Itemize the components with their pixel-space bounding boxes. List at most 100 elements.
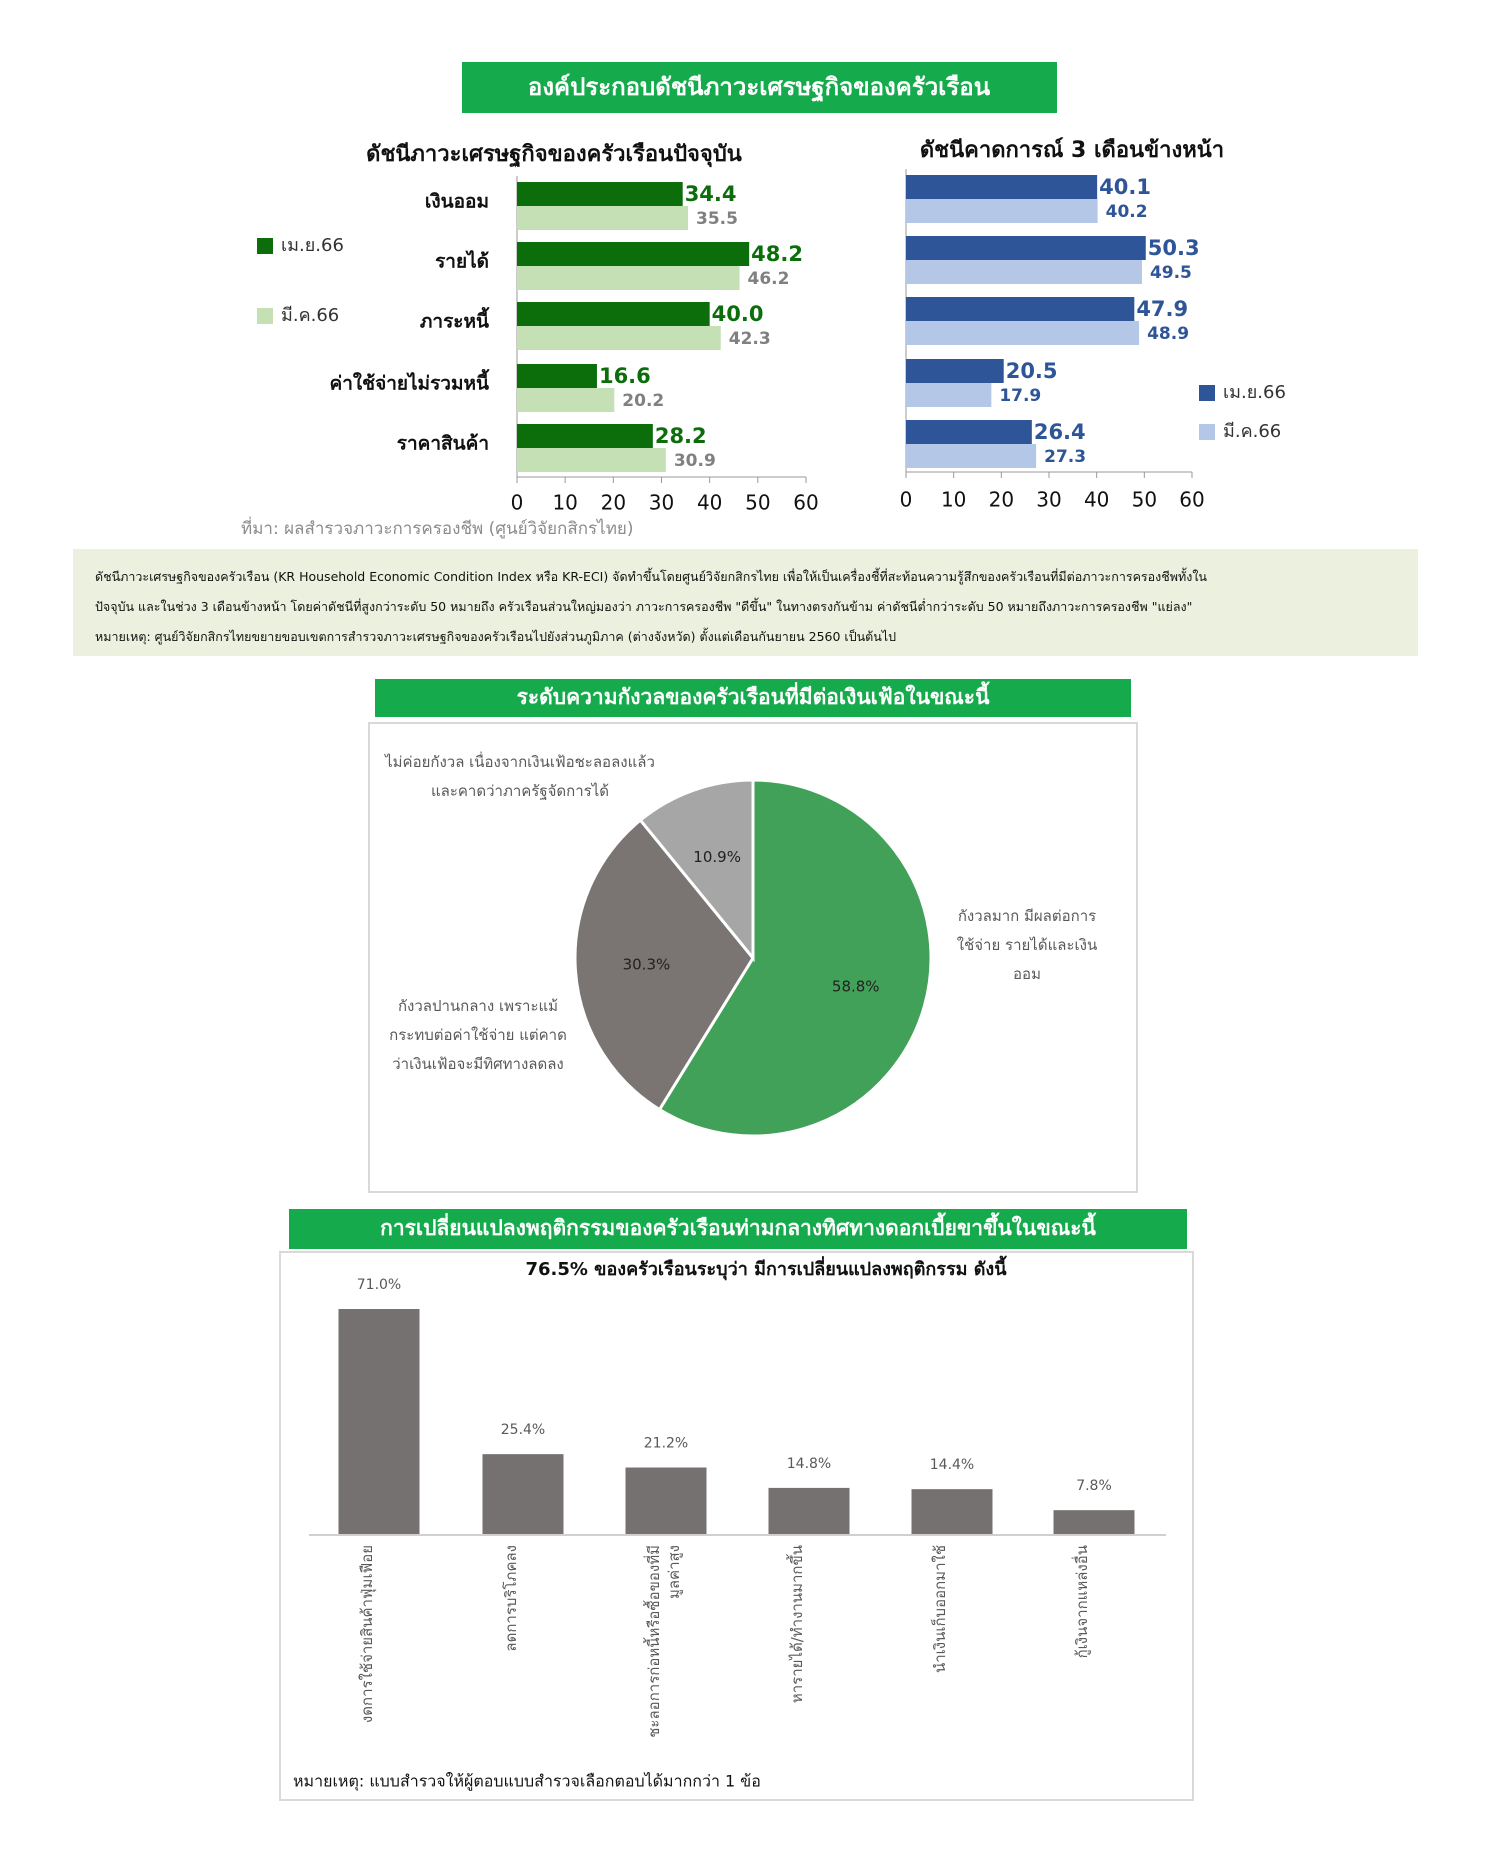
legend-label: เม.ย.66 [1223, 382, 1286, 403]
bar [625, 1467, 707, 1535]
bar [517, 388, 615, 412]
chart-title: ระดับความกังวลของครัวเรือนที่มีต่อเงินเฟ… [517, 681, 991, 709]
value-label: 26.4 [1034, 420, 1086, 444]
x-tick-label: 50 [745, 491, 770, 515]
category-label: ราคาสินค้า [397, 433, 489, 455]
bar [906, 297, 1135, 321]
bar [911, 1489, 993, 1535]
value-label: 40.0 [712, 302, 764, 326]
banner [289, 1209, 1187, 1249]
pie-slice [638, 778, 755, 963]
category-label: ไม่ค่อยกังวล เนื่องจากเงินเฟ้อชะลอลงแล้ว… [385, 753, 655, 800]
value-label: 48.9 [1147, 324, 1189, 344]
chart-title: ดัชนีคาดการณ์ 3 เดือนข้างหน้า [920, 137, 1224, 163]
bar [517, 364, 597, 388]
note-line: ดัชนีภาวะเศรษฐกิจของครัวเรือน (KR Househ… [95, 569, 1207, 584]
value-label: 71.0% [357, 1277, 401, 1293]
category-label: ภาระหนี้ [420, 307, 490, 333]
header-banner [462, 62, 1057, 113]
pie-slice [657, 778, 933, 1138]
x-tick-label: 0 [900, 488, 913, 512]
value-label: 21.2% [644, 1436, 688, 1452]
x-tick-label: 50 [1132, 488, 1157, 512]
category-label: กังวลปานกลาง เพราะแม้กระทบต่อค่าใช้จ่าย … [389, 997, 567, 1073]
value-label: 28.2 [655, 424, 707, 448]
value-label: 16.6 [599, 364, 651, 388]
bar [517, 302, 710, 326]
note-line: หมายเหตุ: ศูนย์วิจัยกสิกรไทยขยายขอบเขตกา… [95, 629, 897, 644]
x-tick-label: 30 [649, 491, 674, 515]
value-label: 42.3 [729, 329, 771, 349]
bar [517, 182, 683, 206]
x-tick-label: 60 [793, 491, 818, 515]
header: องค์ประกอบดัชนีภาวะเศรษฐกิจของครัวเรือน [528, 73, 991, 103]
legend-label: มี.ค.66 [281, 305, 339, 326]
bar [517, 242, 750, 266]
subtitle: 76.5% ของครัวเรือนระบุว่า มีการเปลี่ยนแป… [525, 1255, 1007, 1281]
value-label: 46.2 [748, 269, 790, 289]
bar [906, 175, 1098, 199]
value-label: 20.2 [622, 391, 664, 411]
value-label: 20.5 [1006, 359, 1058, 383]
value-label: 47.9 [1136, 297, 1188, 321]
value-label: 48.2 [751, 242, 803, 266]
bar [906, 420, 1032, 444]
category-label: กังวลมาก มีผลต่อการใช้จ่าย รายได้และเงิน… [956, 907, 1098, 983]
value-label: 40.1 [1099, 175, 1151, 199]
value-label: 30.9 [674, 451, 716, 471]
bar [338, 1309, 420, 1535]
chart-title: ดัชนีภาวะเศรษฐกิจของครัวเรือนปัจจุบัน [366, 142, 742, 168]
note: หมายเหตุ: แบบสำรวจให้ผู้ตอบแบบสำรวจเลือก… [293, 1772, 761, 1792]
value-label: 40.2 [1106, 202, 1148, 222]
bar [906, 236, 1146, 260]
note-box: ดัชนีภาวะเศรษฐกิจของครัวเรือน (KR Househ… [73, 549, 1418, 656]
value-label: 14.4% [930, 1457, 974, 1473]
value-label: 7.8% [1076, 1478, 1112, 1494]
legend-swatch [1199, 385, 1215, 401]
x-tick-label: กู้เงินจากแหล่งอื่น [1073, 1545, 1091, 1659]
x-tick-label: 10 [552, 491, 577, 515]
chart-box [279, 1251, 1194, 1801]
x-tick-label: 20 [601, 491, 626, 515]
bar [906, 359, 1004, 383]
bar [1053, 1510, 1135, 1535]
bar [768, 1487, 850, 1535]
bar [906, 444, 1037, 468]
legend-label: เม.ย.66 [281, 235, 344, 256]
x-tick-label: 20 [989, 488, 1014, 512]
x-tick-label: นำเงินเก็บออกมาใช้ [931, 1545, 949, 1674]
value-label: 14.8% [787, 1456, 831, 1472]
value-label: 49.5 [1150, 263, 1192, 283]
value-label: 58.8% [832, 978, 880, 996]
value-label: 17.9 [999, 386, 1041, 406]
value-label: 35.5 [696, 209, 738, 229]
bar [517, 326, 721, 350]
value-label: 25.4% [501, 1422, 545, 1438]
legend-swatch [1199, 424, 1215, 440]
bar [482, 1454, 564, 1535]
legend-swatch [257, 238, 273, 254]
value-label: 34.4 [685, 182, 737, 206]
category-label: เงินออม [425, 191, 489, 213]
value-label: 30.3% [623, 956, 671, 974]
chart-title: การเปลี่ยนแปลงพฤติกรรมของครัวเรือนท่ามกล… [380, 1212, 1097, 1240]
legend-label: มี.ค.66 [1223, 421, 1281, 442]
x-tick-label: 30 [1036, 488, 1061, 512]
bar [906, 383, 992, 407]
category-label: รายได้ [435, 250, 489, 273]
x-tick-label: หารายได้/ทำงานมากขึ้น [788, 1545, 806, 1704]
x-tick-label: ชะลอการก่อหนี้หรือซื้อของที่มีมูลค่าสูง [645, 1545, 683, 1738]
x-tick-label: 40 [697, 491, 722, 515]
x-tick-label: ลดการบริโภคลง [502, 1545, 520, 1652]
value-label: 10.9% [693, 848, 741, 866]
pie-slice [573, 818, 755, 1112]
bar [517, 448, 666, 472]
x-tick-label: งดการใช้จ่ายสินค้าฟุ่มเฟือย [358, 1545, 376, 1724]
x-tick-label: 10 [941, 488, 966, 512]
bar [517, 206, 688, 230]
legend-swatch [257, 308, 273, 324]
value-label: 50.3 [1148, 236, 1200, 260]
x-tick-label: 0 [511, 491, 524, 515]
